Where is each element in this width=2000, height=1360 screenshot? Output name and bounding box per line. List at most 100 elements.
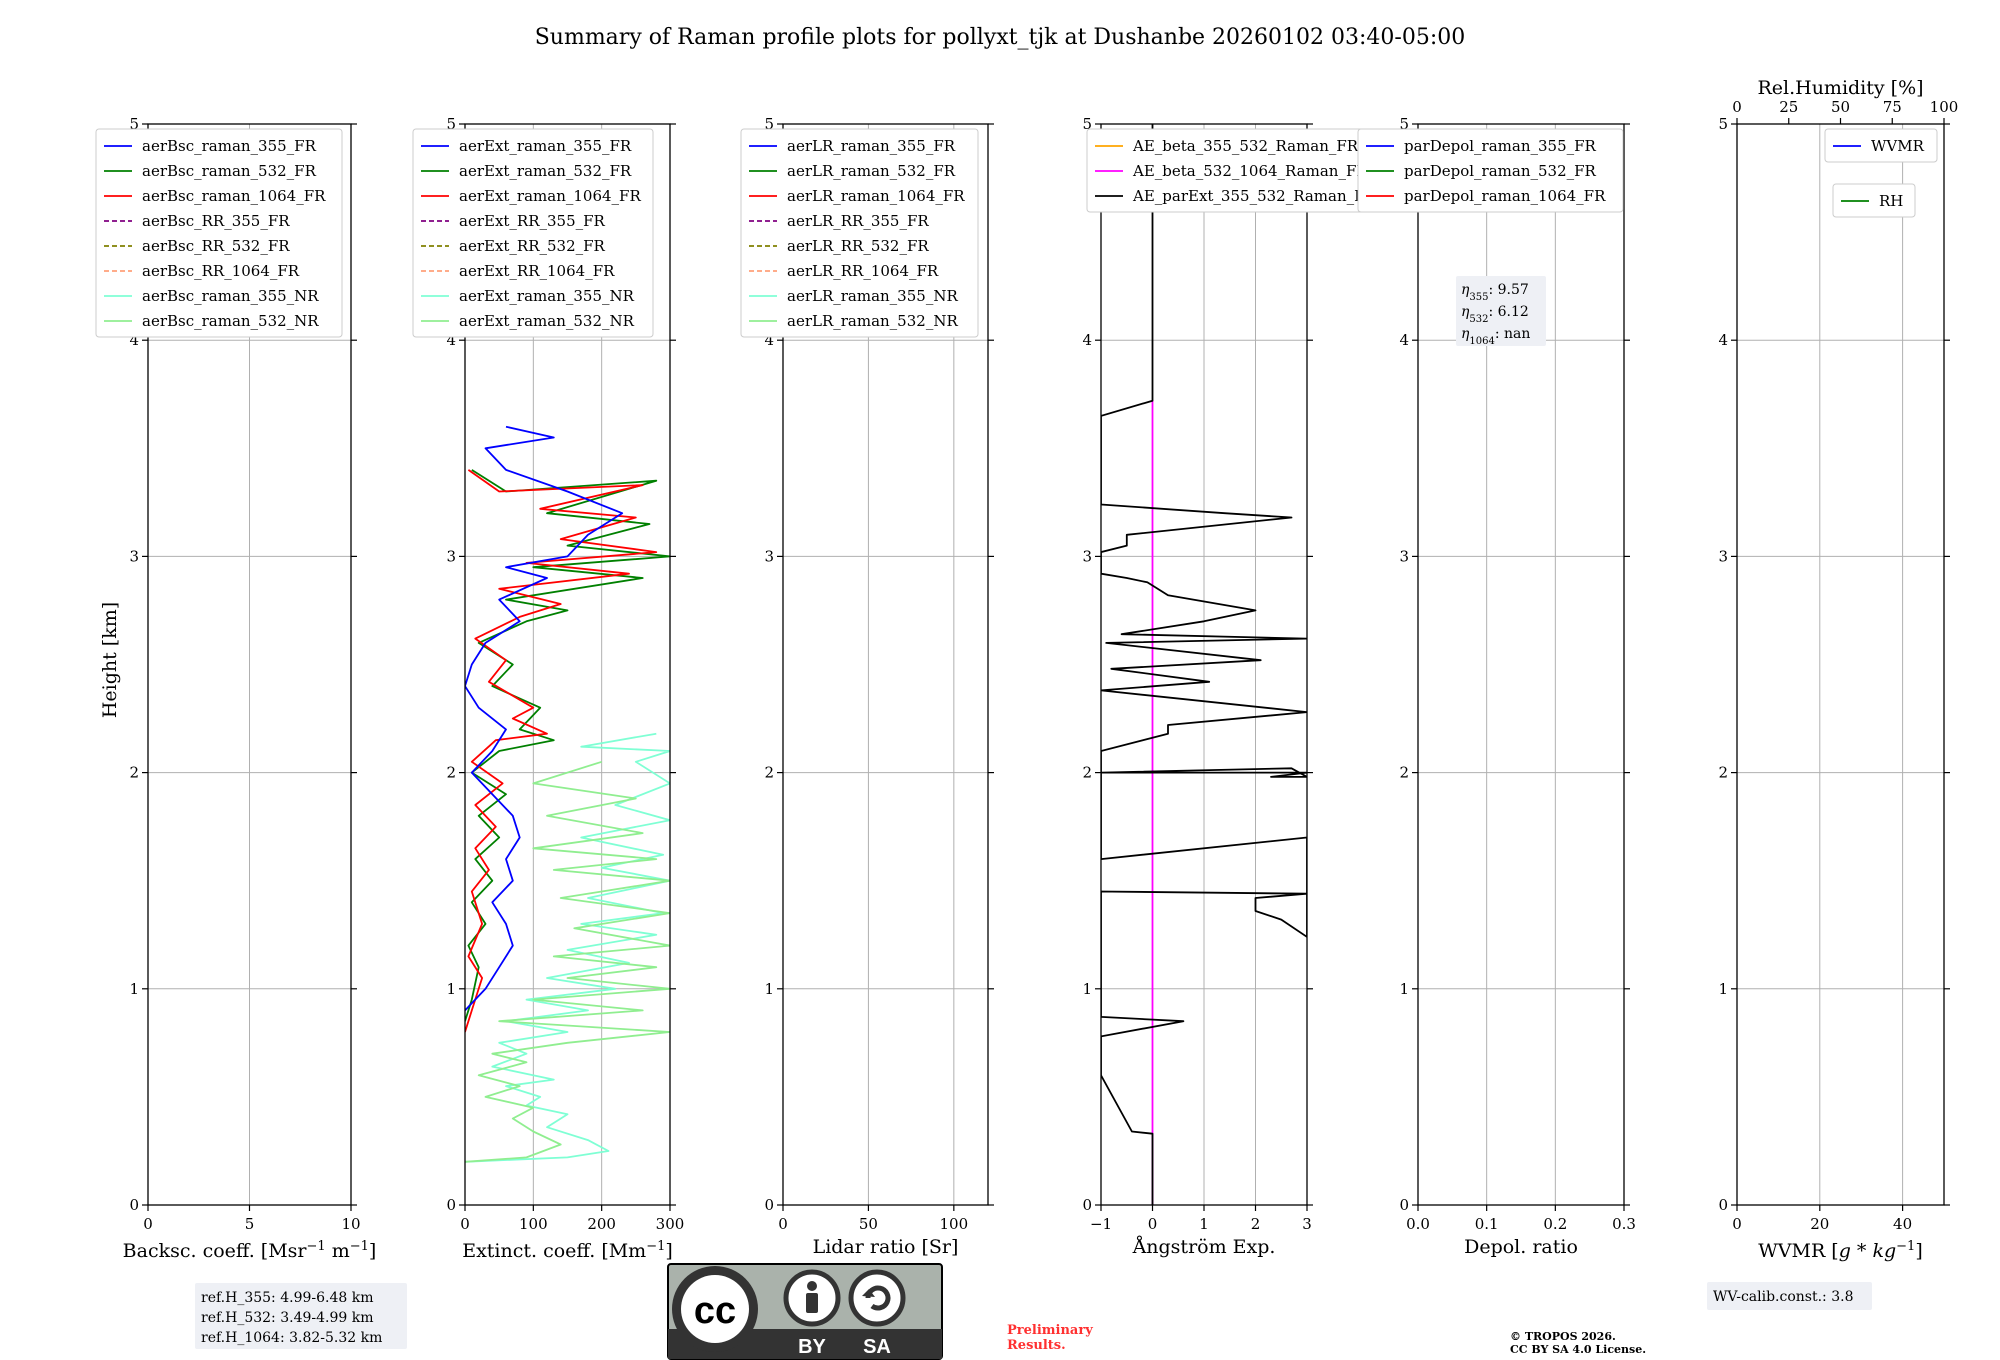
eta-symbol: η [1461, 326, 1470, 342]
legend-bsc-box [95, 128, 343, 338]
tick-label-x-3: 300 [656, 1215, 685, 1233]
tick-label-x-0: 0.0 [1406, 1215, 1430, 1233]
frame-lr [782, 123, 989, 1206]
tick-label-y-5: 5 [1082, 115, 1092, 133]
frame-wv [1736, 123, 1945, 1206]
tick-label-x-1: 100 [519, 1215, 548, 1233]
xlabel-sup1: −1 [307, 1239, 326, 1254]
tick-label-y-0: 0 [1082, 1196, 1092, 1214]
series-AE_parExt_355_532_Raman_FR [1101, 124, 1307, 1205]
legend-lr-label-0: aerLR_raman_355_FR [787, 137, 956, 155]
legend-bsc-label-3: aerBsc_RR_355_FR [142, 212, 290, 230]
legend-bsc-label-0: aerBsc_raman_355_FR [142, 137, 317, 155]
ref-h-1064: ref.H_1064: 3.82-5.32 km [201, 1330, 382, 1346]
legend-ext: aerExt_raman_355_FR aerExt_raman_532_FRae… [412, 128, 654, 338]
ref-h-355: ref.H_355: 4.99-6.48 km [201, 1290, 374, 1306]
tick-label-y-3: 3 [1718, 547, 1728, 565]
tick-label-y-1: 1 [764, 980, 774, 998]
wv-calib-box: WV-calib.const.: 3.8 [1707, 1282, 1872, 1310]
x-axis-label-lr: Lidar ratio [Sr] [813, 1236, 959, 1258]
preliminary-line-1: Preliminary [1007, 1323, 1093, 1338]
cc-by-sa-logo: cc BY SA [667, 1263, 943, 1360]
series-aerExt_raman_1064_FR [465, 469, 658, 1033]
legend-ext-label-2: aerExt_raman_1064_FR [459, 187, 641, 205]
tick-label-y-5: 5 [764, 115, 774, 133]
panel-wv: 0 20 40 0 1 2 3 4 5 WVMR [g * kg−1] 0 25 50 75 100 Rel.… [1718, 77, 1958, 1262]
sa-share-alike-icon [848, 1269, 906, 1327]
y-axis-label: Height [km] [99, 602, 121, 718]
legend-ae-label-2: AE_parExt_355_532_Raman_FR [1132, 187, 1377, 205]
legend-ae-label-0: AE_beta_355_532_Raman_FR [1132, 137, 1359, 155]
legend-lr-label-1: aerLR_raman_532_FR [787, 162, 956, 180]
tick-label-y-0: 0 [129, 1196, 139, 1214]
tick-label-y-1: 1 [446, 980, 456, 998]
tick-label-x-2: 1 [1199, 1215, 1209, 1233]
x-axis-label-ae: Ångström Exp. [1132, 1236, 1276, 1258]
legend2-wv-box [1832, 183, 1916, 218]
legend-dep: parDepol_raman_355_FR parDepol_raman_532_… [1357, 128, 1624, 213]
tick-label-y-4: 4 [446, 331, 456, 349]
xlabel-end: ] [1915, 1240, 1922, 1262]
legend-ext-label-3: aerExt_RR_355_FR [459, 212, 606, 230]
legend-bsc-label-7: aerBsc_raman_532_NR [142, 312, 319, 330]
tick-label-x-0: 0 [778, 1215, 788, 1233]
legend-dep-box [1357, 128, 1624, 213]
legend-lr-label-5: aerLR_RR_1064_FR [787, 262, 939, 280]
xlabel-sup2: −1 [350, 1239, 369, 1254]
tick-label-x-2: 0.2 [1543, 1215, 1567, 1233]
tick-label-y-4: 4 [1082, 331, 1092, 349]
legend-ext-label-5: aerExt_RR_1064_FR [459, 262, 615, 280]
tick-label-y-2: 2 [764, 764, 774, 782]
legend-dep-label-1: parDepol_raman_532_FR [1404, 162, 1597, 180]
xlabel-end: ] [665, 1240, 672, 1262]
ref-h-532: ref.H_532: 3.49-4.99 km [201, 1310, 374, 1326]
tick-label-y-3: 3 [129, 547, 139, 565]
tick-label-y-3: 3 [764, 547, 774, 565]
legend-ext-label-4: aerExt_RR_532_FR [459, 237, 606, 255]
series-aerExt_raman_532_NR [465, 760, 670, 1163]
eta-1064: η1064: nan [1461, 326, 1530, 347]
legend-lr-label-6: aerLR_raman_355_NR [787, 287, 958, 305]
top-tick-label-0: 0 [1732, 98, 1742, 116]
tick-label-x-0: 0 [143, 1215, 153, 1233]
figure-title: Summary of Raman profile plots for polly… [535, 25, 1466, 50]
tick-label-y-1: 1 [1082, 980, 1092, 998]
tick-label-x-3: 0.3 [1612, 1215, 1636, 1233]
tick-label-y-3: 3 [1399, 547, 1409, 565]
x-axis-label-dep: Depol. ratio [1464, 1236, 1578, 1258]
tick-label-x-4: 3 [1302, 1215, 1312, 1233]
legend-wv-box [1824, 128, 1938, 163]
tick-label-y-5: 5 [1399, 115, 1409, 133]
tick-label-y-2: 2 [1718, 764, 1728, 782]
legend-bsc-label-5: aerBsc_RR_1064_FR [142, 262, 300, 280]
legend-bsc: aerBsc_raman_355_FR aerBsc_raman_532_FRae… [95, 128, 343, 338]
cc-sa-label: SA [863, 1336, 891, 1358]
series-aerExt_raman_532_FR [465, 469, 670, 1022]
legend-wv-label-0: WVMR [1871, 137, 1925, 155]
frame-ae [1100, 123, 1308, 1206]
tick-label-x-2: 10 [341, 1215, 360, 1233]
eta-box [1456, 276, 1546, 346]
legend-ext-label-7: aerExt_raman_532_NR [459, 312, 635, 330]
top-tick-label-1: 25 [1779, 98, 1798, 116]
xlabel-end: ] [369, 1240, 376, 1262]
tick-label-y-5: 5 [1718, 115, 1728, 133]
tick-label-x-2: 100 [940, 1215, 969, 1233]
eta-symbol: η [1461, 304, 1470, 320]
tick-label-y-3: 3 [446, 547, 456, 565]
xlabel-main: WVMR [ [1758, 1240, 1838, 1262]
eta-value: : 9.57 [1488, 282, 1528, 298]
tick-label-y-5: 5 [446, 115, 456, 133]
eta-value: : nan [1495, 326, 1531, 342]
legend-lr-label-3: aerLR_RR_355_FR [787, 212, 929, 230]
legend-bsc-label-4: aerBsc_RR_532_FR [142, 237, 290, 255]
tick-label-x-0: −1 [1090, 1215, 1112, 1233]
xlabel-sup1: −1 [1896, 1239, 1915, 1254]
tick-label-y-0: 0 [764, 1196, 774, 1214]
legend-bsc-label-6: aerBsc_raman_355_NR [142, 287, 319, 305]
legend2-wv: RH [1832, 183, 1916, 218]
eta-sub: 532 [1469, 314, 1488, 325]
tick-label-x-3: 2 [1251, 1215, 1261, 1233]
